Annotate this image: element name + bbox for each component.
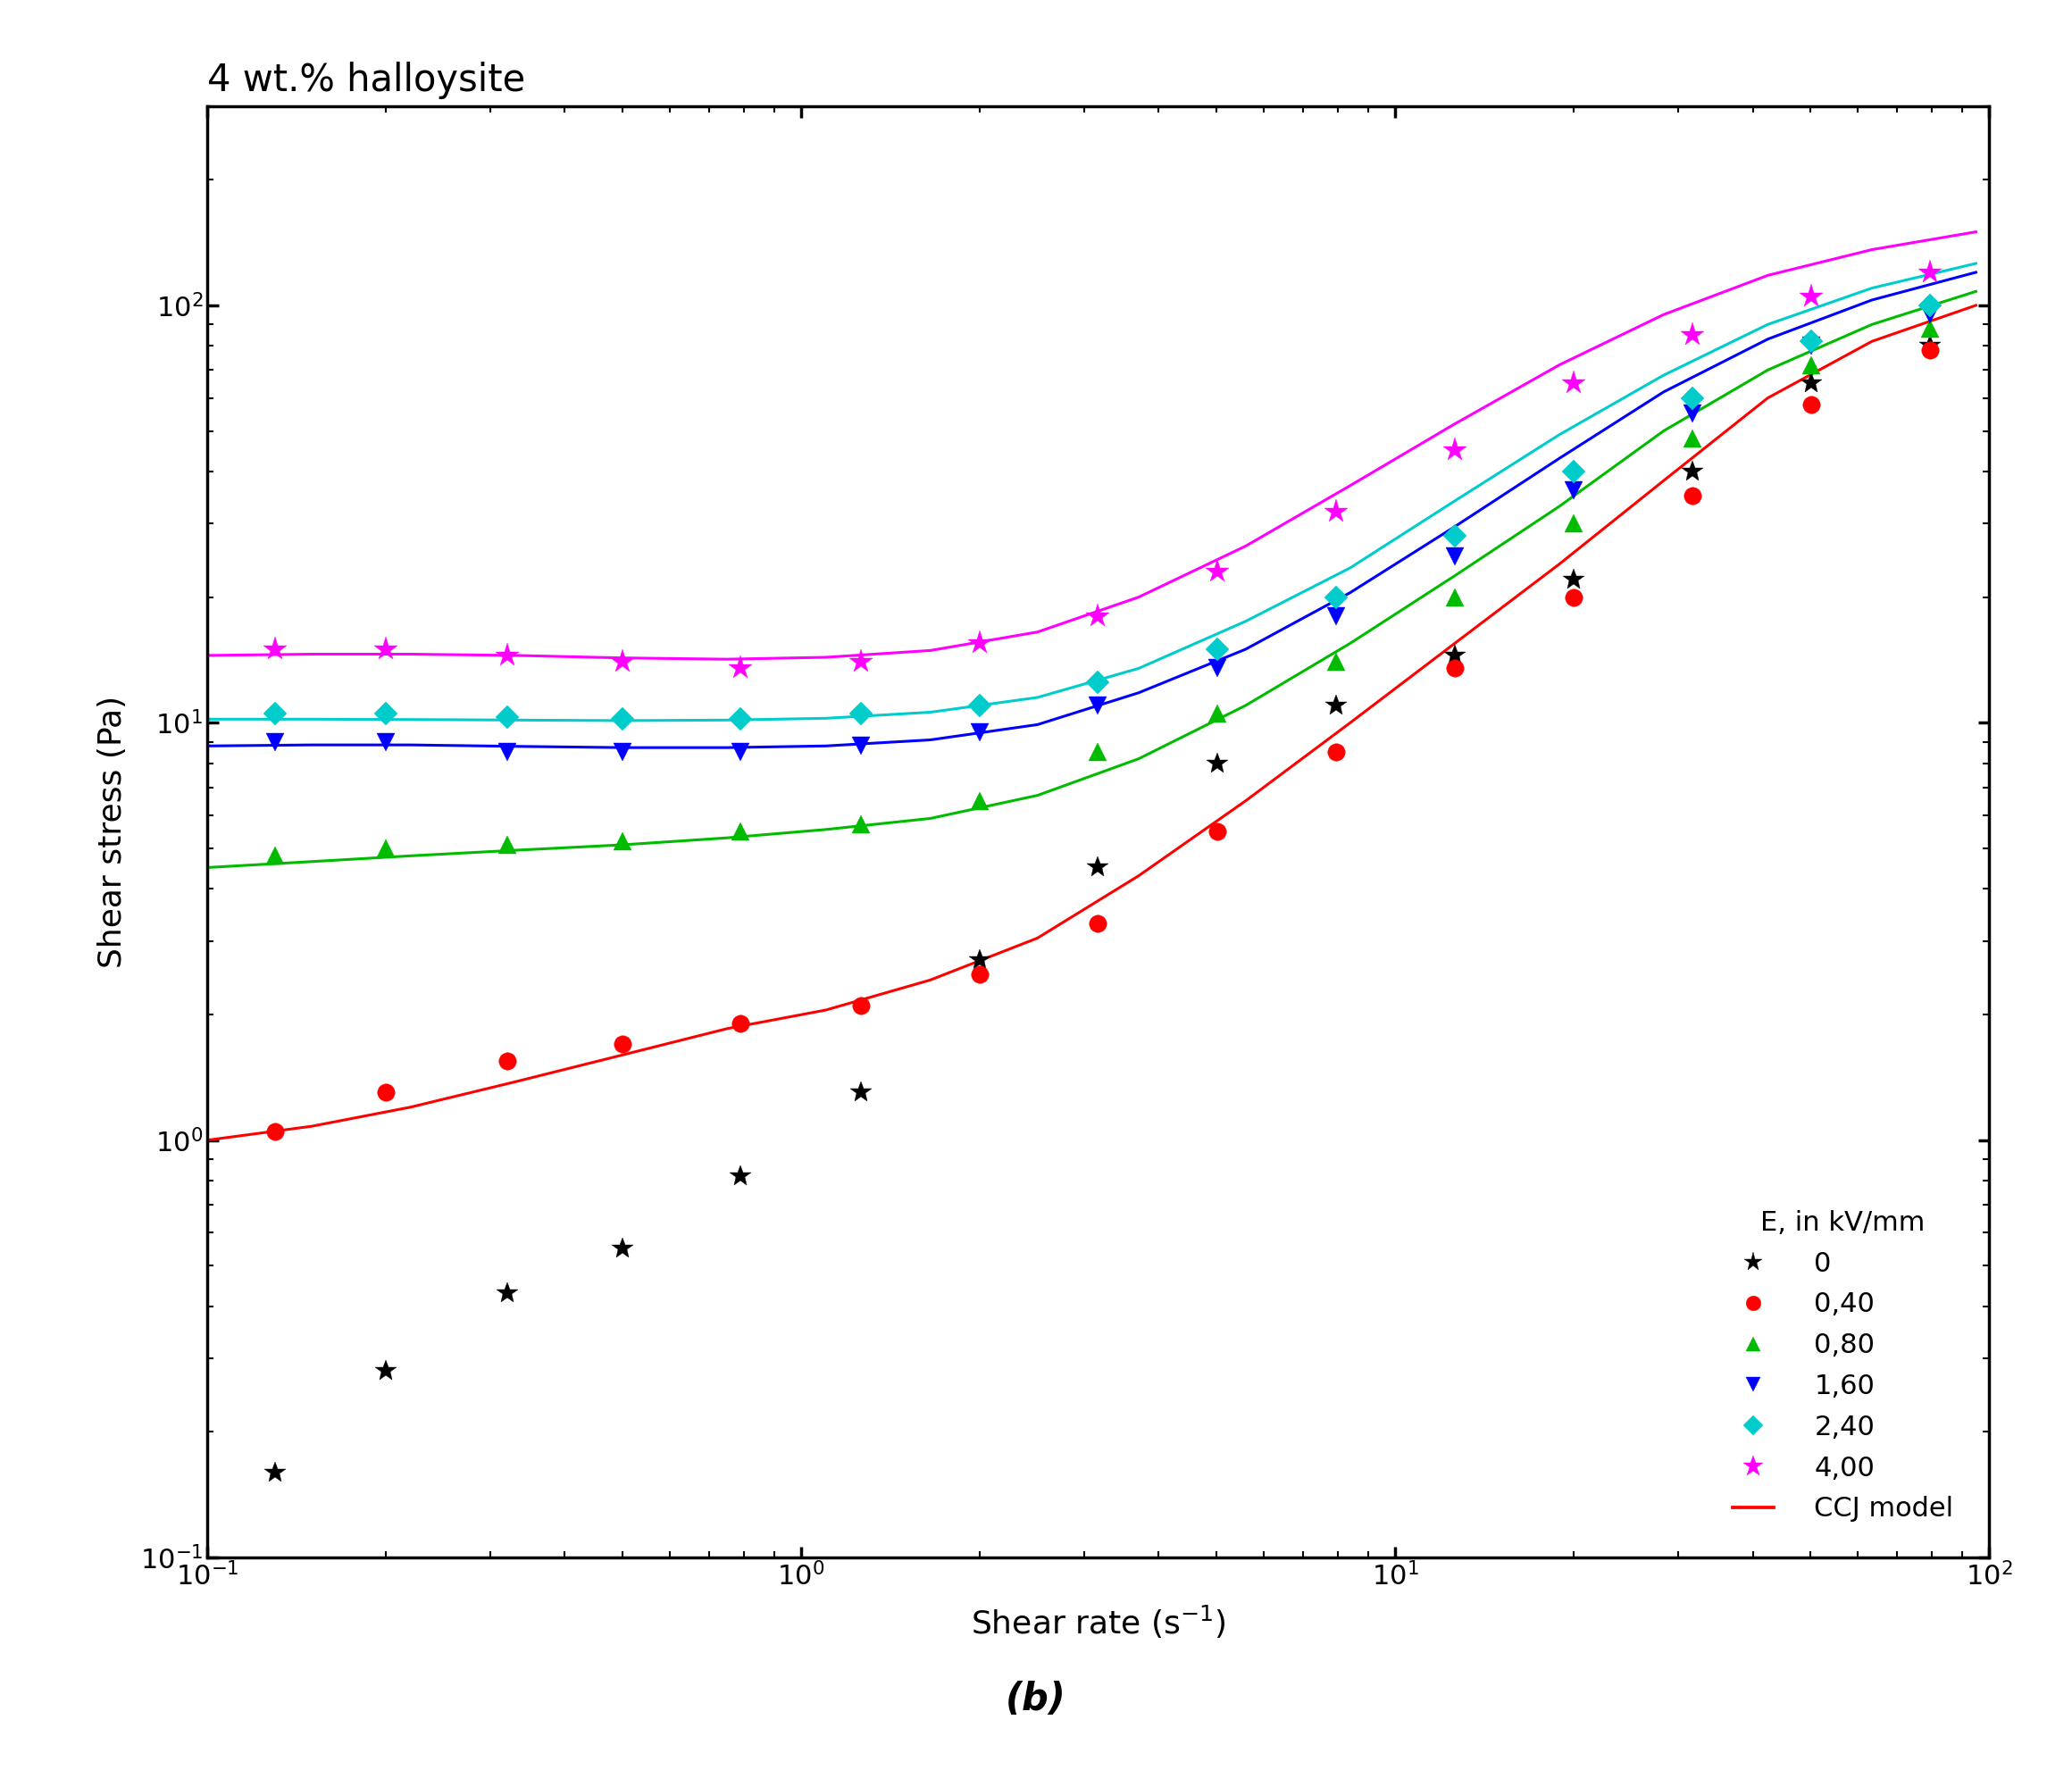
Legend: 0, 0,40, 0,80, 1,60, 2,40, 4,00, CCJ model: 0, 0,40, 0,80, 1,60, 2,40, 4,00, CCJ mod… xyxy=(1711,1188,1975,1543)
Y-axis label: Shear stress (Pa): Shear stress (Pa) xyxy=(97,696,126,968)
Text: 4 wt.% halloysite: 4 wt.% halloysite xyxy=(207,62,526,99)
Text: (b): (b) xyxy=(1005,1680,1067,1719)
X-axis label: Shear rate (s$^{-1}$): Shear rate (s$^{-1}$) xyxy=(970,1604,1227,1641)
